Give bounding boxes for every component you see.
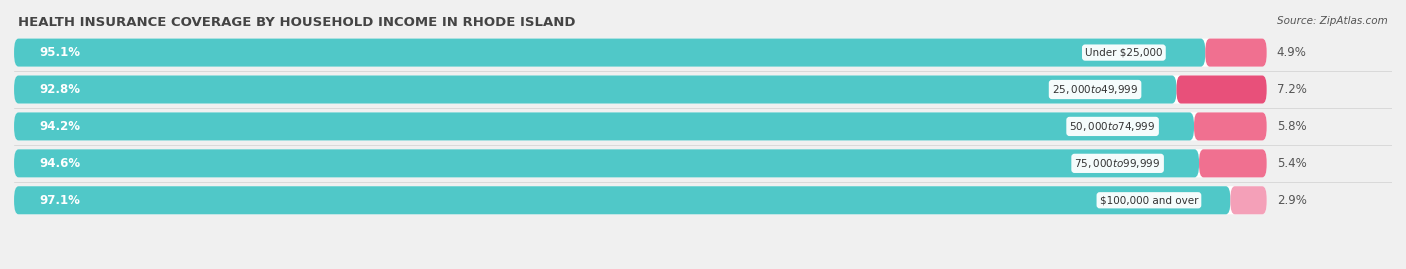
FancyBboxPatch shape: [1194, 112, 1267, 140]
FancyBboxPatch shape: [14, 76, 1177, 104]
Text: $50,000 to $74,999: $50,000 to $74,999: [1070, 120, 1156, 133]
Text: Source: ZipAtlas.com: Source: ZipAtlas.com: [1277, 16, 1388, 26]
Text: 5.8%: 5.8%: [1277, 120, 1306, 133]
FancyBboxPatch shape: [14, 112, 1194, 140]
FancyBboxPatch shape: [14, 38, 1267, 67]
Text: 94.2%: 94.2%: [39, 120, 80, 133]
FancyBboxPatch shape: [1205, 38, 1267, 67]
Text: 94.6%: 94.6%: [39, 157, 80, 170]
Text: HEALTH INSURANCE COVERAGE BY HOUSEHOLD INCOME IN RHODE ISLAND: HEALTH INSURANCE COVERAGE BY HOUSEHOLD I…: [18, 16, 576, 29]
FancyBboxPatch shape: [14, 186, 1230, 214]
FancyBboxPatch shape: [14, 149, 1267, 177]
FancyBboxPatch shape: [14, 38, 1205, 67]
Text: 97.1%: 97.1%: [39, 194, 80, 207]
Text: 4.9%: 4.9%: [1277, 46, 1306, 59]
FancyBboxPatch shape: [14, 112, 1267, 140]
Text: $75,000 to $99,999: $75,000 to $99,999: [1074, 157, 1161, 170]
Text: $100,000 and over: $100,000 and over: [1099, 195, 1198, 205]
Text: Under $25,000: Under $25,000: [1085, 48, 1163, 58]
FancyBboxPatch shape: [1199, 149, 1267, 177]
Text: $25,000 to $49,999: $25,000 to $49,999: [1052, 83, 1139, 96]
Text: 95.1%: 95.1%: [39, 46, 80, 59]
FancyBboxPatch shape: [14, 186, 1267, 214]
FancyBboxPatch shape: [1177, 76, 1267, 104]
Text: 2.9%: 2.9%: [1277, 194, 1306, 207]
FancyBboxPatch shape: [14, 149, 1199, 177]
Text: 5.4%: 5.4%: [1277, 157, 1306, 170]
FancyBboxPatch shape: [1230, 186, 1267, 214]
Text: 7.2%: 7.2%: [1277, 83, 1306, 96]
Text: 92.8%: 92.8%: [39, 83, 80, 96]
FancyBboxPatch shape: [14, 76, 1267, 104]
